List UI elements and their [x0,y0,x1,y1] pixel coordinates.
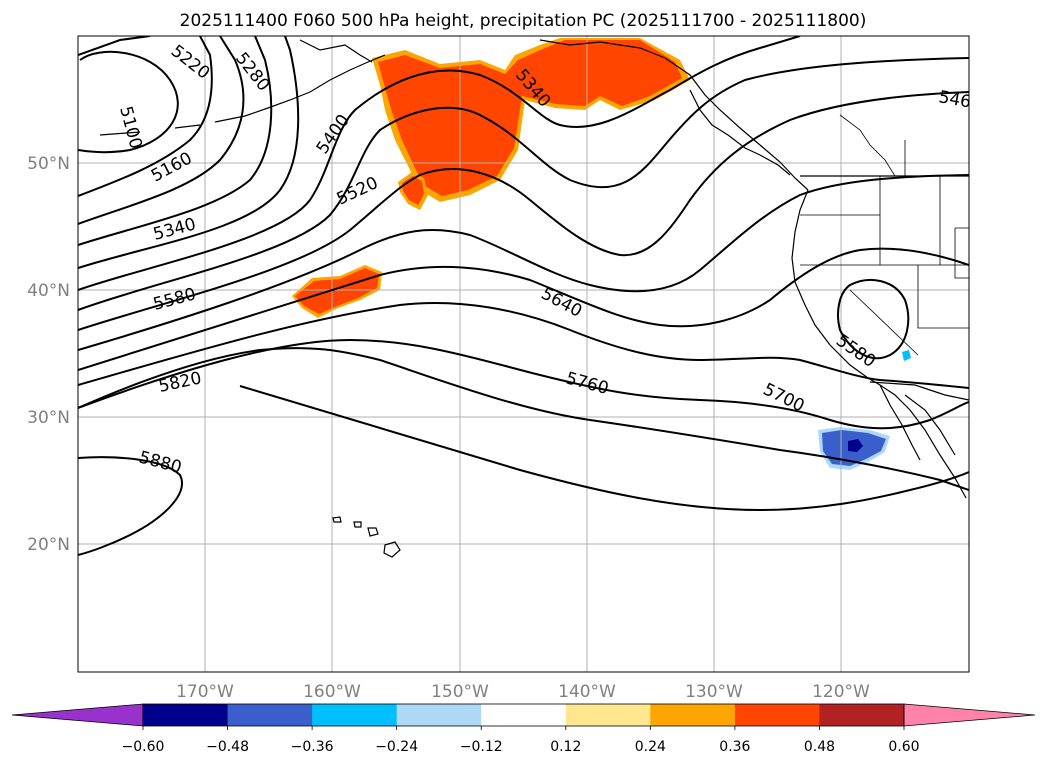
colorbar-extend-high [903,703,1036,727]
colorbar-swatch [734,704,820,726]
border-states-west [800,176,969,356]
lon-label: 120°W [812,682,870,702]
contour-5160 [78,36,213,197]
contour-5100-loop [78,50,179,154]
precip-area-gulf-alaska-red [378,40,682,196]
colorbar-swatch [650,704,736,726]
contour-5880-south [239,385,969,512]
colorbar-swatch [819,704,905,726]
colorbar-swatch [396,704,482,726]
latitude-labels: 50°N 40°N 30°N 20°N [27,154,70,555]
coastline-alaska-gulf [299,39,809,191]
colorbar-tick-label: 0.60 [888,739,919,755]
precip-area-baja-dark-blue [848,439,863,452]
contour-5460 [78,57,969,311]
map-panel: 5100 5160 5220 5280 5340 5340 5400 5460 … [77,35,970,673]
contour-5640 [78,247,969,371]
contour-5580 [78,174,969,351]
colorbar-tick-label: 0.36 [719,739,750,755]
coastline-aleutians [99,54,386,136]
coastline-west-coast [791,189,967,499]
colorbar-tick-label: −0.48 [206,739,249,755]
longitude-labels: 170°W 160°W 150°W 140°W 130°W 120°W [176,682,870,702]
contour-5580-low [837,279,910,360]
colorbar-tick-label: −0.12 [460,739,503,755]
colorbar-tick-label: 0.12 [550,739,581,755]
lon-label: 130°W [685,682,743,702]
lat-label: 50°N [27,154,70,174]
border-us-mexico [869,381,969,401]
coastline-hawaii-oahu [353,521,362,528]
precip-shading [292,38,911,470]
precip-area-midpacific-red [295,268,379,314]
contour-5340-west [78,36,300,269]
precip-area-southwest-blue [902,350,911,361]
coastline-bc [689,89,791,176]
colorbar-tick-label: −0.36 [291,739,334,755]
coastline-hawaii-maui [367,527,379,537]
lat-label: 40°N [27,281,70,301]
colorbar-tick-label: 0.48 [804,739,835,755]
colorbar-swatch [312,704,398,726]
contour-5820 [78,347,969,491]
plot-title: 2025111400 F060 500 hPa height, precipit… [180,11,867,31]
coastline-hawaii-big-island [383,541,401,558]
contour-5520 [78,91,969,331]
map-background [78,36,969,672]
contour-5400-ridge [78,36,801,291]
lat-label: 20°N [27,535,70,555]
colorbar-tick-label: 0.24 [635,739,666,755]
lon-label: 170°W [176,682,234,702]
colorbar-tick-label: −0.60 [122,739,165,755]
contour-5880 [78,456,183,556]
contour-5760 [78,338,969,430]
lon-label: 140°W [558,682,616,702]
colorbar-swatch [481,704,567,726]
lat-label: 30°N [27,408,70,428]
border-canada-provinces [839,114,906,177]
colorbar-frame [142,703,905,727]
contour-5220 [78,36,245,225]
contour-5280 [78,36,273,246]
colorbar-tick-label: −0.24 [375,739,418,755]
colorbar-swatch [143,704,229,726]
map-frame [77,35,970,673]
contour-5700 [78,302,969,389]
contour-5100 [78,36,151,56]
colorbar: −0.60 −0.48 −0.36 −0.24 −0.12 0.12 0.24 0.36 0.4… [11,703,1036,755]
colorbar-swatch [565,704,651,726]
colorbar-swatch [227,704,313,726]
coastline-hawaii-kauai [332,516,342,523]
height-contours [78,36,969,556]
lon-label: 160°W [303,682,361,702]
lon-label: 150°W [431,682,489,702]
colorbar-extend-low [11,703,144,727]
